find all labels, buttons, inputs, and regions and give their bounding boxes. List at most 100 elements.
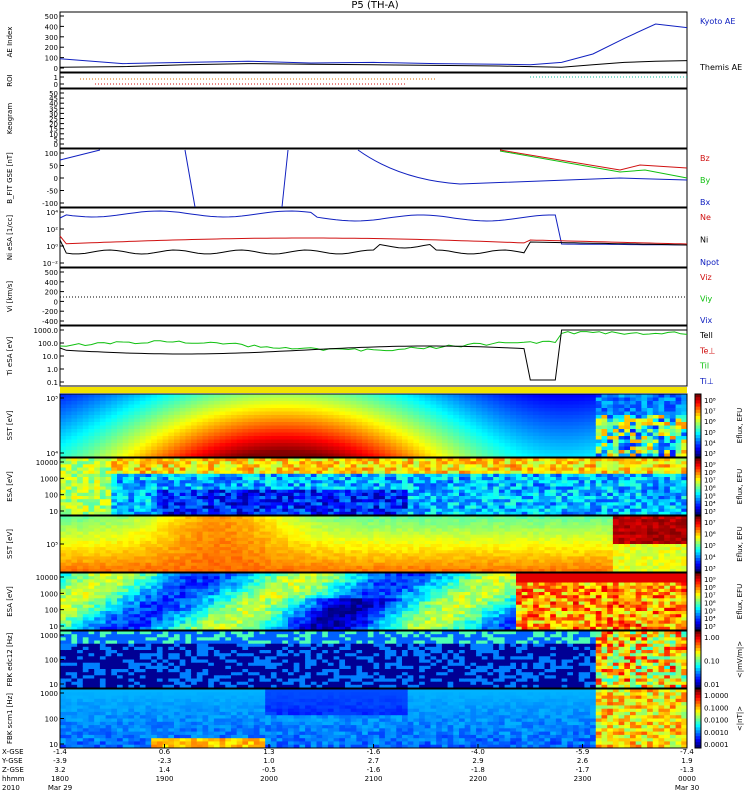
y-tick-label: 1000 (40, 632, 58, 640)
x-tick-label: -1.8 (471, 766, 485, 774)
x-row-label: Z-GSE (2, 766, 24, 774)
y-tick-label: 1000 (40, 475, 58, 483)
colorbar-label: Eflux, EFU (736, 584, 744, 619)
y-tick-label: 200 (45, 44, 58, 52)
spectrogram-8 (60, 394, 687, 457)
y-tick-label: 400 (45, 23, 58, 31)
y-axis-label: SST [eV] (6, 410, 14, 440)
legend-Bz: Bz (700, 154, 710, 163)
colorbar (694, 457, 702, 516)
x-tick-label: -1.3 (680, 766, 694, 774)
y-tick-label: 10 (49, 741, 58, 749)
y-tick-label: 1000.0 (34, 327, 59, 335)
colorbar-tick: 10⁷ (704, 592, 716, 600)
x-tick-label: 1.4 (159, 766, 171, 774)
colorbar-tick: 10³ (704, 450, 716, 458)
y-axis-label: ESA [eV] (6, 586, 14, 617)
y-tick-label: 10⁻² (43, 260, 59, 268)
y-axis-label: Ni eSA [1/cc] (6, 215, 14, 261)
y-tick-label: 25 (49, 116, 58, 124)
spectrogram-10 (60, 516, 687, 572)
bx-curve (184, 149, 196, 208)
y-axis-label: Keogram (6, 103, 14, 134)
y-axis-label: ROI (6, 74, 14, 86)
colorbar-tick: 10⁷ (704, 408, 716, 416)
y-tick-label: 1000 (40, 690, 58, 698)
x-tick-label: 1.9 (681, 757, 692, 765)
colorbar-tick: 0.0010 (704, 729, 729, 737)
y-tick-label: 50 (49, 163, 58, 171)
colorbar-tick: 0.0001 (704, 741, 729, 749)
legend-Themis AE: Themis AE (699, 63, 742, 72)
y-tick-label: 10 (49, 131, 58, 139)
y-tick-label: 10⁵ (46, 395, 58, 403)
panel-frame-11 (59, 572, 688, 631)
panel-frame-4 (59, 207, 688, 268)
x-tick-label: -1.7 (576, 766, 590, 774)
x-tick-label: -7.4 (680, 748, 694, 756)
spectrogram-13 (60, 689, 687, 748)
colorbar (694, 572, 702, 631)
x-tick-label: 2300 (574, 775, 592, 783)
y-tick-label: 0 (54, 298, 58, 306)
y-tick-label: 400 (45, 279, 58, 287)
colorbar-tick: 10⁴ (704, 439, 716, 447)
x-tick-label: 2.7 (368, 757, 379, 765)
colorbar-tick: 10⁴ (704, 500, 716, 508)
x-row-label: hhmm (2, 775, 25, 783)
y-tick-label: 0.1 (47, 379, 58, 387)
x-tick-label: 2.9 (472, 757, 483, 765)
x-tick-label: -0.5 (262, 766, 276, 774)
legend-Bx: Bx (700, 198, 710, 207)
panel-frame-0 (59, 11, 688, 73)
figure-title: P5 (TH-A) (351, 0, 399, 11)
colorbar-tick: 10⁶ (704, 531, 716, 539)
colorbar (694, 630, 702, 689)
colorbar-label: Eflux, EFU (736, 408, 744, 443)
y-tick-label: 5 (54, 136, 58, 144)
y-tick-label: 10.0 (42, 353, 58, 361)
series-kyoto-ae (59, 23, 688, 66)
y-axis-label: FBK scm1 [Hz] (6, 693, 14, 744)
tell-curve (59, 329, 687, 381)
spectrogram-11 (60, 573, 687, 630)
x-tick-label: -5.9 (576, 748, 590, 756)
series-themis-ae (59, 60, 688, 68)
y-tick-label: 10 (49, 623, 58, 631)
y-tick-label: 1.0 (47, 366, 58, 374)
y-tick-label: -200 (42, 308, 58, 316)
y-axis-label: ESA [eV] (6, 471, 14, 502)
colorbar-tick: 10⁷ (704, 519, 716, 527)
panel-frame-5 (59, 267, 688, 326)
y-axis-label: Vi [km/s] (6, 281, 14, 312)
y-tick-label: 50 (49, 90, 58, 98)
ni-curve (59, 239, 688, 255)
y-tick-label: -50 (47, 188, 58, 196)
colorbar-tick: 10⁵ (704, 429, 716, 437)
colorbar-tick: 0.0100 (704, 717, 729, 725)
y-tick-label: 100 (45, 716, 58, 724)
y-axis-label: FBK edc12 [Hz] (6, 632, 14, 686)
y-tick-label: 35 (49, 105, 58, 113)
legend-Viz: Viz (700, 273, 712, 282)
y-tick-label: 10⁴ (46, 209, 58, 217)
colorbar-tick: 10⁵ (704, 542, 716, 550)
x-tick-label: -1.6 (367, 766, 381, 774)
x-tick-label: -2.3 (158, 757, 172, 765)
x-tick-label: -4.0 (471, 748, 485, 756)
legend-Vix: Vix (700, 316, 713, 325)
bx-curve (59, 149, 101, 161)
legend-Te⊥: Te⊥ (699, 346, 715, 355)
colorbar-tick: 10³ (704, 623, 716, 631)
colorbar-tick: 10⁶ (704, 485, 716, 493)
y-tick-label: 100 (45, 607, 58, 615)
x-tick-label: 2100 (365, 775, 383, 783)
x-tick-label: 1900 (156, 775, 174, 783)
legend-Ne: Ne (700, 213, 711, 222)
x-row-label: 2010 (2, 784, 20, 792)
x-tick-label: Mar 29 (48, 784, 72, 792)
colorbar-tick: 10⁸ (704, 469, 716, 477)
legend-Viy: Viy (700, 295, 713, 304)
y-axis-label: Ti eSA [eV] (6, 336, 14, 376)
